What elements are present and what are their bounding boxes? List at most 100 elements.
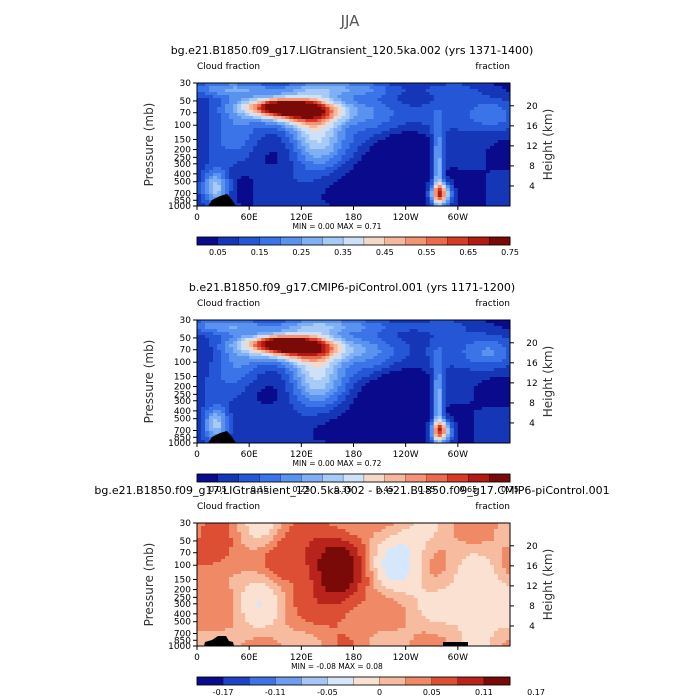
field-cell [229,377,234,381]
field-cell [353,134,358,138]
field-cell [337,167,342,171]
field-cell [377,365,382,369]
field-cell [497,92,503,96]
field-cell [413,377,419,381]
field-cell [465,332,471,336]
field-cell [413,95,419,99]
field-cell [329,368,334,372]
field-cell [205,101,210,105]
field-cell [425,125,431,129]
field-cell [325,128,330,132]
field-cell [245,335,250,339]
field-cell [465,179,471,183]
field-cell [349,113,354,117]
field-cell [449,86,455,90]
field-cell [441,107,447,111]
field-cell [305,128,310,132]
field-cell [401,137,407,141]
field-cell [273,329,278,333]
field-cell [205,194,210,198]
field-cell [313,323,318,327]
field-cell [297,92,302,96]
field-cell [409,140,415,144]
field-cell [225,134,230,138]
field-cell [361,83,366,87]
field-cell [373,143,378,147]
field-cell [493,365,499,369]
field-cell [361,359,366,363]
field-cell [289,146,294,150]
field-cell [401,92,407,96]
field-cell [301,194,306,198]
field-cell [257,338,262,342]
field-cell [205,89,210,93]
field-cell [381,371,386,375]
field-cell [237,86,242,90]
field-cell [201,98,206,102]
field-cell [293,83,298,87]
field-cell [429,182,435,186]
field-cell [489,347,495,351]
field-cell [465,353,471,357]
field-cell [385,362,391,366]
field-cell [457,323,463,327]
field-cell [289,326,294,330]
field-cell [341,338,346,342]
field-cell [305,203,310,207]
field-cell [481,323,487,327]
field-cell [377,131,382,135]
field-cell [477,353,483,357]
field-cell [233,89,238,93]
field-cell [237,383,242,387]
field-cell [249,353,254,357]
field-cell [393,113,399,117]
field-cell [277,362,282,366]
field-cell [365,185,370,189]
field-cell [265,335,270,339]
field-cell [445,320,451,324]
field-cell [225,356,230,360]
field-cell [365,374,370,378]
field-cell [273,344,278,348]
field-cell [225,104,230,108]
field-cell [397,101,403,105]
field-cell [285,200,290,204]
field-cell [301,341,306,345]
field-cell [441,320,447,324]
field-cell [329,128,334,132]
field-cell [197,146,202,150]
field-cell [401,134,407,138]
field-cell [213,185,218,189]
field-cell [265,158,270,162]
field-cell [245,170,250,174]
field-cell [229,95,234,99]
field-cell [437,167,443,171]
field-cell [397,341,403,345]
field-cell [221,344,226,348]
field-cell [337,137,342,141]
field-cell [301,101,306,105]
field-cell [477,335,483,339]
field-cell [369,203,374,207]
field-cell [413,353,419,357]
field-cell [313,164,318,168]
field-cell [409,341,415,345]
field-cell [225,143,230,147]
field-cell [505,194,511,198]
field-cell [357,335,362,339]
field-cell [409,365,415,369]
field-cell [397,155,403,159]
field-cell [457,83,463,87]
field-cell [217,359,222,363]
field-cell [457,176,463,180]
field-cell [461,191,467,195]
field-cell [485,335,491,339]
field-cell [361,374,366,378]
field-cell [381,122,386,126]
field-cell [321,107,326,111]
field-cell [405,359,411,363]
field-cell [457,197,463,201]
field-cell [221,149,226,153]
field-cell [233,161,238,165]
field-cell [449,101,455,105]
